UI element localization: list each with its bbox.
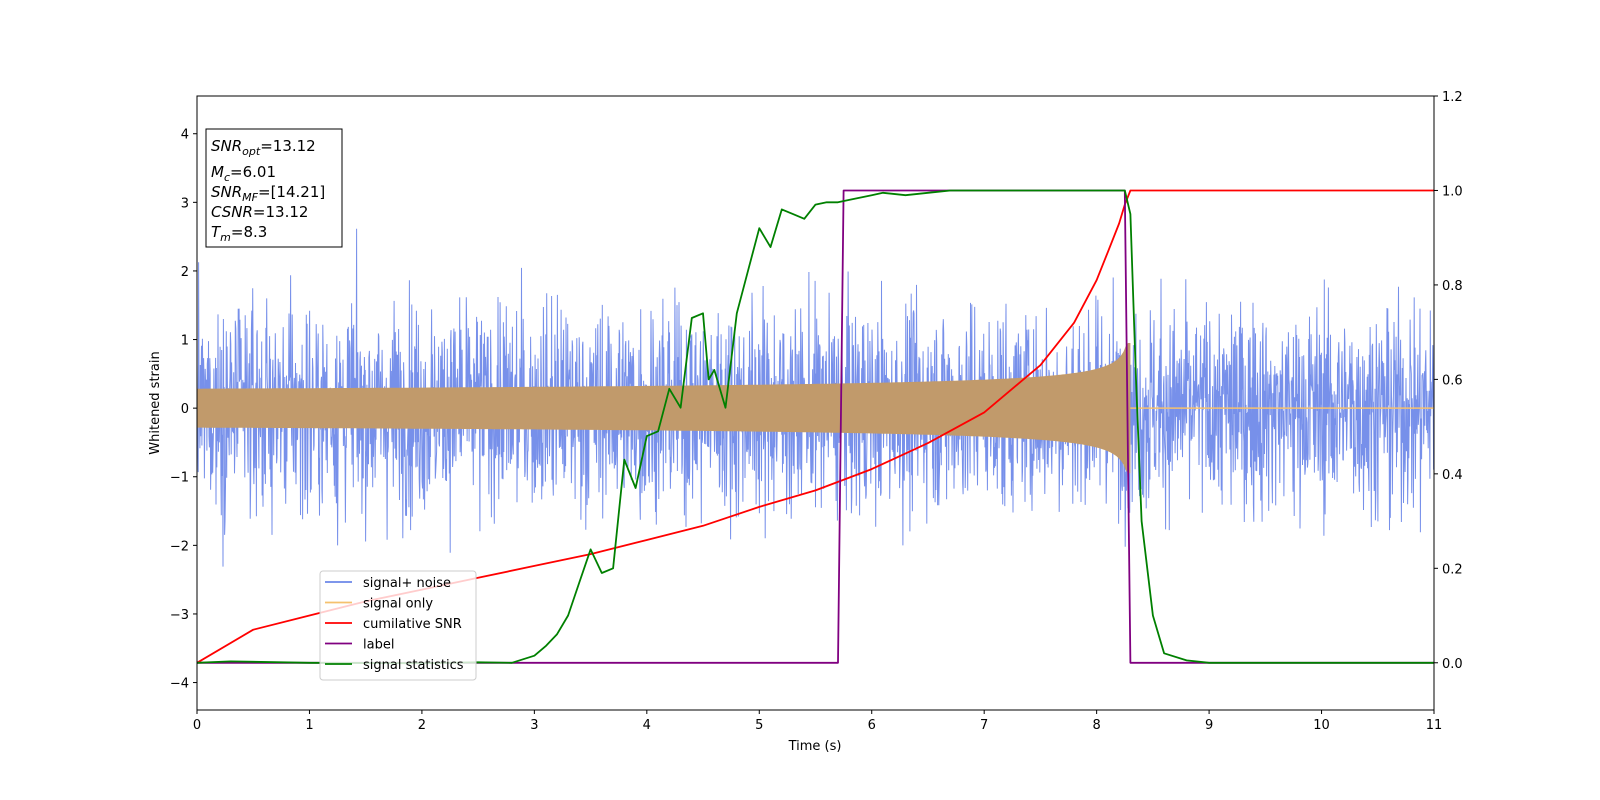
y-tick-label: 3	[181, 196, 189, 211]
info-csnr: CSNR=13.12	[211, 203, 308, 221]
x-tick-label: 2	[418, 718, 426, 733]
series-signal-statistics-line	[197, 189, 1434, 665]
y2-tick-label: 0.2	[1442, 562, 1463, 577]
y2-tick-label: 0.0	[1442, 657, 1463, 672]
x-tick-label: 4	[643, 718, 651, 733]
y2-tick-label: 0.8	[1442, 279, 1463, 294]
x-tick-label: 7	[980, 718, 988, 733]
info-snr-opt: SNRopt=13.12	[211, 137, 316, 158]
legend-label: cumilative SNR	[363, 617, 462, 632]
x-tick-label: 0	[193, 718, 201, 733]
info-box: SNRopt=13.12 Mc=6.01 SNRMF=[14.21] CSNR=…	[205, 128, 343, 248]
legend-items: signal+ noise signal only cumilative SNR la…	[325, 576, 464, 673]
x-tick-label: 9	[1205, 718, 1213, 733]
legend-label: signal+ noise	[363, 576, 451, 591]
info-tm: Tm=8.3	[211, 223, 267, 244]
info-snr-mf: SNRMF=[14.21]	[211, 183, 325, 204]
x-tick-label: 11	[1426, 718, 1443, 733]
legend: signal+ noise signal only cumilative SNR la…	[319, 570, 477, 681]
x-tick-label: 1	[305, 718, 313, 733]
y-tick-label: 2	[181, 265, 189, 280]
y2-tick-label: 0.6	[1442, 373, 1463, 388]
y-tick-label: 0	[181, 402, 189, 417]
legend-label: label	[363, 638, 394, 653]
x-tick-label: 6	[868, 718, 876, 733]
x-tick-label: 3	[530, 718, 538, 733]
legend-frame	[319, 570, 477, 681]
y-axis-label: Whitened strain	[148, 351, 163, 454]
y-tick-label: −1	[170, 471, 189, 486]
y-tick-label: −4	[170, 677, 189, 692]
y-axis-left: −4 −3 −2 −1 0 1 2 3 4	[170, 128, 197, 692]
y-tick-label: 1	[181, 334, 189, 349]
info-box-frame	[205, 128, 343, 248]
x-axis-label: Time (s)	[788, 739, 842, 754]
x-tick-label: 10	[1313, 718, 1330, 733]
info-mc: Mc=6.01	[211, 163, 276, 184]
x-tick-label: 5	[755, 718, 763, 733]
y-tick-label: −3	[170, 608, 189, 623]
plot-frame	[196, 95, 1435, 711]
y-axis-right: 0.0 0.2 0.4 0.6 0.8 1.0 1.2	[1434, 90, 1463, 672]
legend-label: signal only	[363, 597, 433, 612]
y2-tick-label: 1.2	[1442, 90, 1463, 105]
y2-tick-label: 1.0	[1442, 184, 1463, 199]
legend-label: signal statistics	[363, 658, 464, 673]
y2-tick-label: 0.4	[1442, 468, 1463, 483]
y-tick-label: 4	[181, 128, 189, 143]
y-tick-label: −2	[170, 539, 189, 554]
x-tick-label: 8	[1092, 718, 1100, 733]
series-signal-noise-line	[197, 228, 1434, 567]
x-axis: 0 1 2 3 4 5 6 7 8 9 10 11	[193, 710, 1442, 733]
